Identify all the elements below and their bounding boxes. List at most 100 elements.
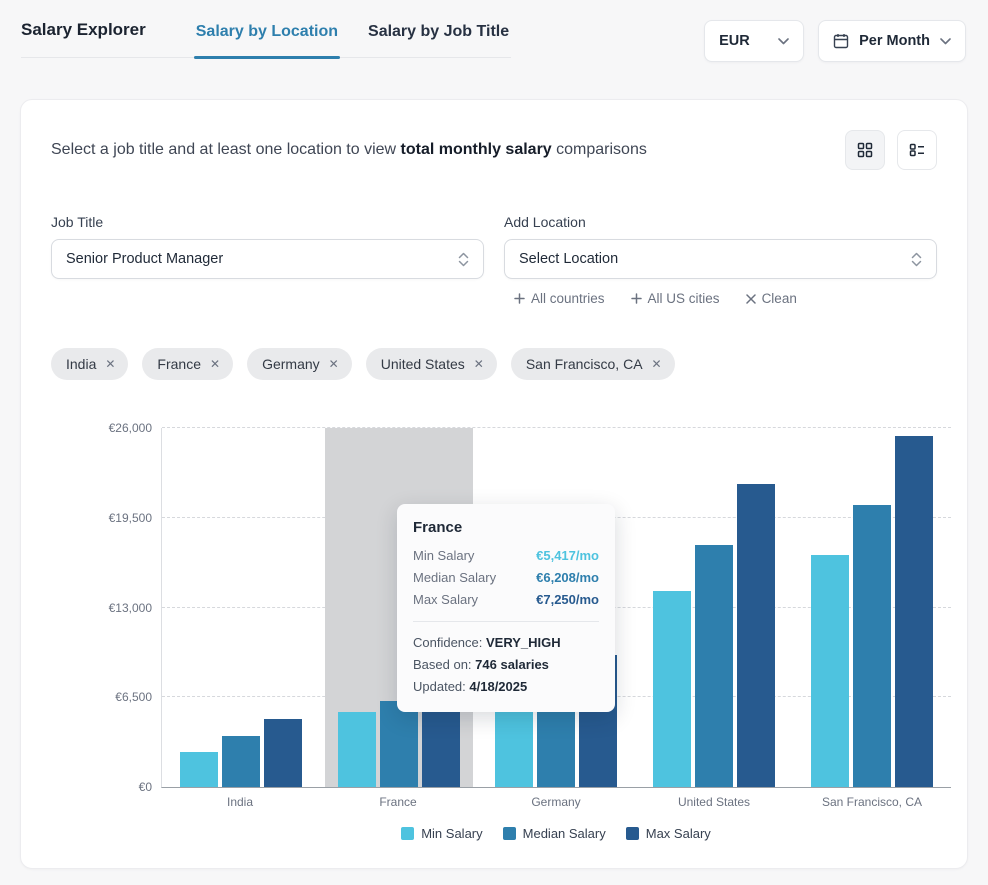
add-all-us-cities-link[interactable]: All US cities <box>630 291 720 306</box>
location-chip-san-francisco-ca: San Francisco, CA ✕ <box>510 348 675 380</box>
intro-bold: total monthly salary <box>400 141 552 158</box>
grid-view-button[interactable] <box>845 130 885 170</box>
tab-bar: Salary Explorer Salary by Location Salary… <box>21 20 512 59</box>
tooltip-row-max-salary: Max Salary €7,250/mo <box>413 592 599 607</box>
bar-united-states-median-salary[interactable] <box>695 545 734 787</box>
bar-san-francisco-ca-max-salary[interactable] <box>895 436 934 787</box>
bar-france-min-salary[interactable] <box>337 712 376 787</box>
view-toggles <box>845 130 937 170</box>
list-view-button[interactable] <box>897 130 937 170</box>
job-title-select-value: Senior Product Manager <box>66 251 224 267</box>
plus-icon <box>514 293 525 304</box>
tooltip-meta: Confidence: VERY_HIGH Based on: 746 sala… <box>413 632 599 698</box>
x-axis-label-san-francisco-ca: San Francisco, CA <box>821 795 923 809</box>
currency-select[interactable]: EUR <box>704 20 805 62</box>
add-location-field: Add Location Select Location All countri… <box>504 214 937 306</box>
y-axis-tick: €13,000 <box>108 600 152 615</box>
legend-item-max-salary: Max Salary <box>625 826 711 841</box>
clean-link[interactable]: Clean <box>745 291 797 306</box>
chart-legend: Min Salary Median Salary Max Salary <box>161 826 951 841</box>
y-axis-tick: €6,500 <box>115 690 152 705</box>
add-all-us-cities-label: All US cities <box>647 291 720 306</box>
tooltip-row-median-salary: Median Salary €6,208/mo <box>413 570 599 585</box>
bar-united-states-min-salary[interactable] <box>653 591 692 787</box>
bar-india-min-salary[interactable] <box>179 752 218 787</box>
chart-category-san-francisco-ca <box>793 428 951 787</box>
tooltip-confidence: Confidence: VERY_HIGH <box>413 635 561 650</box>
job-title-field: Job Title Senior Product Manager <box>51 214 484 306</box>
clean-label: Clean <box>761 291 797 306</box>
legend-swatch-icon <box>625 827 639 840</box>
tooltip-divider <box>413 621 599 622</box>
bar-germany-min-salary[interactable] <box>495 700 534 787</box>
location-chip-label: United States <box>380 356 465 372</box>
location-select-placeholder: Select Location <box>519 251 619 267</box>
bar-san-francisco-ca-median-salary[interactable] <box>853 505 892 787</box>
header-controls: EUR Per Month <box>704 20 966 62</box>
x-axis-label-germany: Germany <box>531 795 581 809</box>
tab-salary-by-location[interactable]: Salary by Location <box>193 23 341 59</box>
card-header: Select a job title and at least one loca… <box>51 130 937 170</box>
plus-icon <box>630 293 642 304</box>
x-axis-labels: India France Germany United States San Franc… <box>161 795 951 809</box>
legend-item-median-salary: Median Salary <box>502 826 606 841</box>
chart-plot: France Min Salary €5,417/mo Median Salary €… <box>109 421 951 794</box>
calendar-icon <box>833 34 849 49</box>
tooltip-based-on: Based on: 746 salaries <box>413 657 549 672</box>
job-title-select[interactable]: Senior Product Manager <box>51 239 484 279</box>
bar-france-median-salary[interactable] <box>379 701 418 787</box>
select-caret-icon <box>458 252 469 266</box>
selected-locations: India ✕ France ✕ Germany ✕ United States ✕ San F… <box>51 348 937 380</box>
app-title: Salary Explorer <box>21 20 146 39</box>
y-axis-tick: €0 <box>138 780 152 794</box>
x-axis-label-united-states: United States <box>677 795 751 809</box>
legend-label: Min Salary <box>421 826 483 841</box>
clear-icon <box>745 293 756 304</box>
tab-salary-by-job-title[interactable]: Salary by Job Title <box>366 23 511 57</box>
location-chip-label: San Francisco, CA <box>525 356 643 372</box>
tooltip-row-min-salary: Min Salary €5,417/mo <box>413 548 599 563</box>
select-caret-icon <box>911 252 922 266</box>
x-axis-label-france: France <box>379 795 417 809</box>
location-chip-germany: Germany ✕ <box>247 348 352 380</box>
location-chip-label: Germany <box>262 356 320 372</box>
remove-location-icon[interactable]: ✕ <box>651 357 662 371</box>
add-all-countries-label: All countries <box>531 291 605 306</box>
intro-text: Select a job title and at least one loca… <box>51 141 647 159</box>
chevron-down-icon <box>778 37 789 44</box>
remove-location-icon[interactable]: ✕ <box>210 357 221 371</box>
top-bar: Salary Explorer Salary by Location Salary… <box>0 0 988 62</box>
location-select[interactable]: Select Location <box>504 239 937 279</box>
location-chip-india: India ✕ <box>51 348 129 380</box>
remove-location-icon[interactable]: ✕ <box>473 357 484 371</box>
main-card: Select a job title and at least one loca… <box>20 99 968 869</box>
legend-label: Median Salary <box>522 826 606 841</box>
location-chip-label: India <box>66 356 97 372</box>
quick-links: All countries All US cities Clean <box>504 291 937 306</box>
remove-location-icon[interactable]: ✕ <box>328 357 339 371</box>
currency-select-value: EUR <box>719 33 750 49</box>
bar-san-francisco-ca-min-salary[interactable] <box>811 554 850 787</box>
bar-india-median-salary[interactable] <box>221 736 260 787</box>
location-chip-france: France ✕ <box>142 348 234 380</box>
form-row: Job Title Senior Product Manager Add Loc… <box>51 214 937 306</box>
bar-united-states-max-salary[interactable] <box>737 484 776 787</box>
bar-groups <box>162 428 951 787</box>
bar-india-max-salary[interactable] <box>263 719 302 787</box>
add-all-countries-link[interactable]: All countries <box>514 291 605 306</box>
y-axis-tick: €26,000 <box>108 421 152 435</box>
salary-chart: France Min Salary €5,417/mo Median Salary €… <box>51 421 951 841</box>
period-select-value: Per Month <box>859 33 930 49</box>
chart-category-india <box>162 428 320 787</box>
grid-icon <box>857 142 873 158</box>
legend-swatch-icon <box>401 827 415 840</box>
list-icon <box>909 143 924 157</box>
legend-item-min-salary: Min Salary <box>401 826 483 841</box>
tooltip-updated: Updated: 4/18/2025 <box>413 679 528 694</box>
legend-label: Max Salary <box>645 826 711 841</box>
chevron-down-icon <box>940 37 951 44</box>
chart-category-united-states <box>635 428 793 787</box>
remove-location-icon[interactable]: ✕ <box>105 357 116 371</box>
period-select[interactable]: Per Month <box>818 20 966 62</box>
add-location-label: Add Location <box>504 214 586 230</box>
